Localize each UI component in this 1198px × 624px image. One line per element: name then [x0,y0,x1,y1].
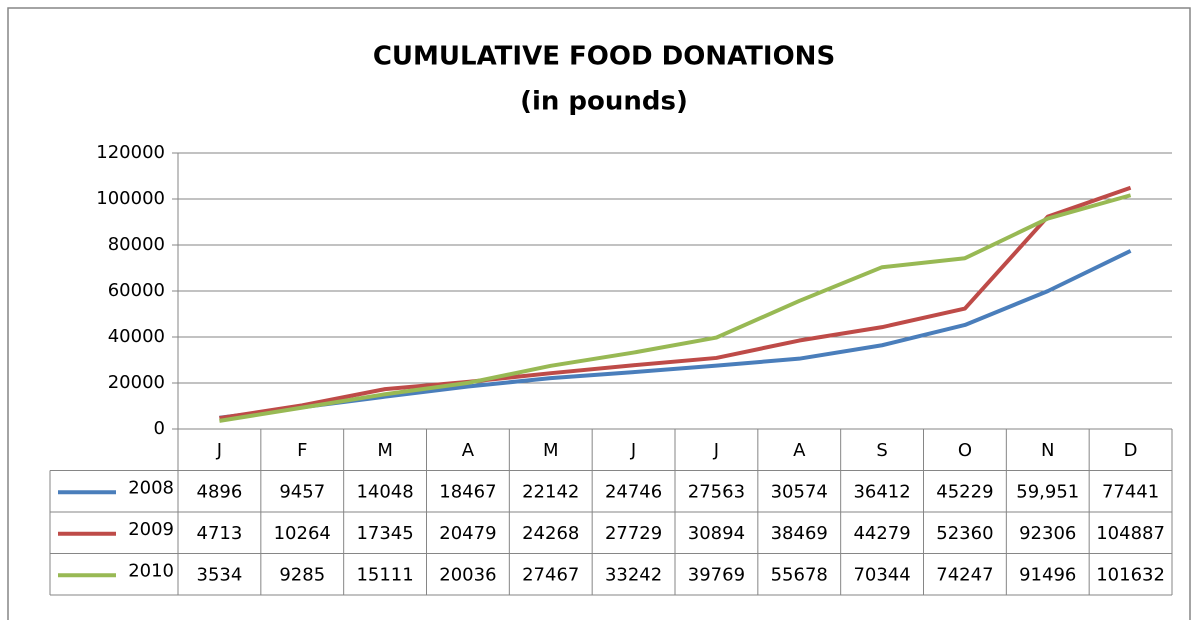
table-value: 4713 [197,523,243,544]
table-value: 27729 [605,523,662,544]
table-value: 101632 [1096,564,1165,585]
legend-label: 2010 [128,560,174,581]
table-value: 17345 [356,523,413,544]
table-value: 45229 [936,481,993,502]
table-value: 92306 [1019,523,1076,544]
table-value: 22142 [522,481,579,502]
table-value: 33242 [605,564,662,585]
x-tick-label: D [1124,440,1138,461]
table-value: 55678 [771,564,828,585]
table-value: 30574 [771,481,828,502]
table-value: 38469 [771,523,828,544]
table-value: 15111 [356,564,413,585]
table-value: 4896 [197,481,243,502]
y-tick-label: 20000 [108,372,165,393]
table-value: 77441 [1102,481,1159,502]
table-value: 9457 [279,481,325,502]
x-tick-label: F [297,440,307,461]
x-tick-label: M [543,440,559,461]
y-tick-label: 0 [154,418,165,439]
table-value: 91496 [1019,564,1076,585]
table-value: 27467 [522,564,579,585]
table-value: 14048 [356,481,413,502]
y-tick-label: 80000 [108,234,165,255]
table-value: 52360 [936,523,993,544]
table-value: 36412 [853,481,910,502]
table-value: 74247 [936,564,993,585]
x-tick-label: O [958,440,972,461]
x-tick-label: J [216,440,222,461]
x-tick-label: S [876,440,887,461]
table-value: 18467 [439,481,496,502]
table-value: 104887 [1096,523,1165,544]
table-value: 24746 [605,481,662,502]
table-value: 39769 [688,564,745,585]
table-value: 44279 [853,523,910,544]
series-line [219,193,1132,423]
y-tick-label: 120000 [96,142,165,163]
x-tick-label: J [630,440,636,461]
chart-title: CUMULATIVE FOOD DONATIONS [373,42,835,72]
table-value: 27563 [688,481,745,502]
x-tick-label: N [1041,440,1054,461]
table-value: 20036 [439,564,496,585]
x-tick-label: A [462,440,475,461]
series-line [219,185,1132,421]
y-tick-label: 100000 [96,188,165,209]
legend-label: 2008 [128,477,174,498]
x-tick-label: J [713,440,719,461]
legend-label: 2009 [128,519,174,540]
chart-subtitle: (in pounds) [520,87,688,117]
chart-border [7,7,1191,624]
y-tick-label: 40000 [108,326,165,347]
table-value: 30894 [688,523,745,544]
x-tick-label: M [377,440,393,461]
table-value: 24268 [522,523,579,544]
y-tick-label: 60000 [108,280,165,301]
table-value: 10264 [274,523,331,544]
table-value: 59,951 [1016,481,1079,502]
x-tick-label: A [793,440,806,461]
table-value: 70344 [853,564,910,585]
table-value: 3534 [197,564,243,585]
table-value: 9285 [279,564,325,585]
table-value: 20479 [439,523,496,544]
